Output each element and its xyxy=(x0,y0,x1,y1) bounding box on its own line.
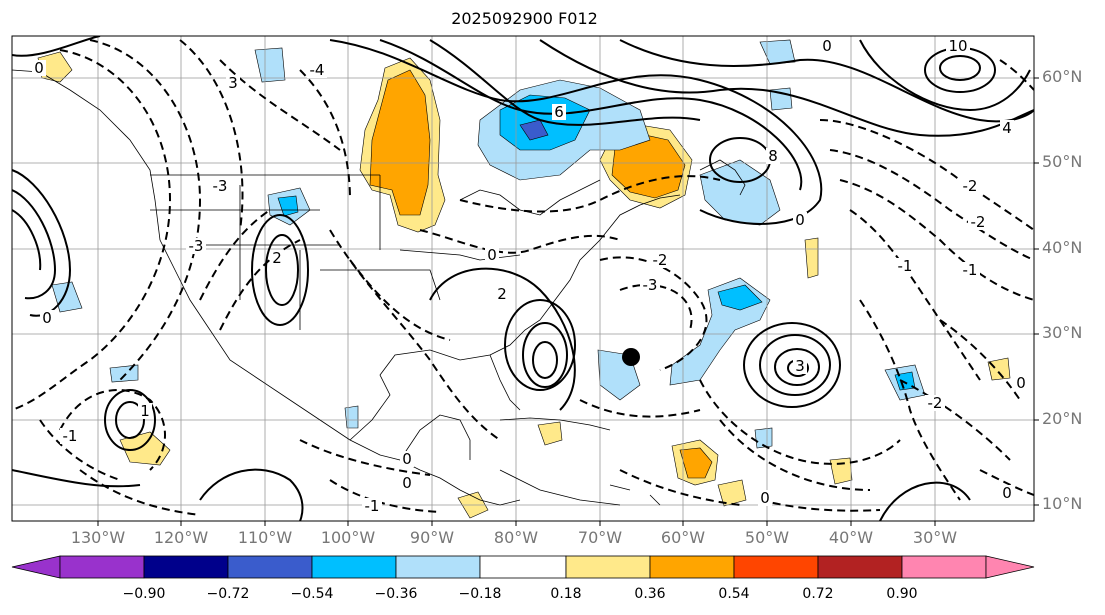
lon-label-40w: 40°W xyxy=(828,528,874,547)
contour-label: -2 xyxy=(963,177,978,195)
lon-label-130w: 130°W xyxy=(70,528,126,547)
lat-label-60n: 60°N xyxy=(1042,67,1083,86)
contour-label: 1 xyxy=(140,402,150,420)
lon-label-70w: 70°W xyxy=(577,528,623,547)
lat-label-20n: 20°N xyxy=(1042,409,1083,428)
colorbar-tick: −0.54 xyxy=(290,586,334,602)
contour-label: -3 xyxy=(643,276,658,294)
contour-label: 4 xyxy=(1002,119,1012,137)
lon-label-50w: 50°W xyxy=(744,528,790,547)
lon-label-100w: 100°W xyxy=(320,528,376,547)
colorbar-swatch xyxy=(11,555,61,579)
colorbar-tick: −0.72 xyxy=(206,586,250,602)
colorbar-swatch xyxy=(395,555,481,579)
coastlines xyxy=(12,69,746,506)
lon-label-60w: 60°W xyxy=(660,528,706,547)
contour-label: -3 xyxy=(189,237,204,255)
colorbar-swatch xyxy=(733,555,819,579)
axis-ticks xyxy=(97,77,1039,526)
map-title: 2025092900 F012 xyxy=(451,9,598,28)
contour-label: -2 xyxy=(928,394,943,412)
colorbar-tick: 0.54 xyxy=(718,586,750,602)
solid-contours xyxy=(12,36,1034,521)
contour-label: 0 xyxy=(34,59,44,77)
lat-label-50n: 50°N xyxy=(1042,152,1083,171)
contour-label: 8 xyxy=(768,147,778,165)
positive-anomaly-patches xyxy=(37,51,1011,519)
contour-label: -1 xyxy=(63,427,78,445)
colorbar-swatch xyxy=(311,555,397,579)
colorbar xyxy=(11,555,1035,579)
contour-label: 0 xyxy=(402,474,412,492)
contour-label: -1 xyxy=(963,261,978,279)
colorbar-tick: −0.36 xyxy=(374,586,418,602)
colorbar-tick: 0.18 xyxy=(550,586,582,602)
colorbar-tick: 0.90 xyxy=(886,586,918,602)
contour-label: 3 xyxy=(795,357,805,375)
colorbar-swatch xyxy=(649,555,735,579)
colorbar-swatch xyxy=(985,555,1035,579)
lon-label-110w: 110°W xyxy=(237,528,293,547)
contour-label: 3 xyxy=(228,74,238,92)
contour-label: 6 xyxy=(554,103,564,121)
colorbar-swatch xyxy=(901,555,987,579)
lat-label-40n: 40°N xyxy=(1042,238,1083,257)
lon-label-120w: 120°W xyxy=(153,528,209,547)
colorbar-tick: 0.72 xyxy=(802,586,834,602)
contour-label: 0 xyxy=(42,309,52,327)
contour-label: 0 xyxy=(1002,484,1012,502)
contour-label: 0 xyxy=(487,246,497,264)
contour-label: 2 xyxy=(497,285,507,303)
graticule xyxy=(12,36,1034,521)
storm-center-marker xyxy=(622,348,640,366)
contour-label: -3 xyxy=(213,177,228,195)
colorbar-tick: −0.18 xyxy=(458,586,502,602)
map-frame xyxy=(11,35,1035,522)
contour-label: 0 xyxy=(760,489,770,507)
contour-label: -1 xyxy=(898,257,913,275)
lat-label-30n: 30°N xyxy=(1042,323,1083,342)
colorbar-tick: 0.36 xyxy=(634,586,666,602)
lon-label-90w: 90°W xyxy=(409,528,455,547)
colorbar-swatch xyxy=(479,555,567,579)
contour-label: -4 xyxy=(310,61,325,79)
colorbar-swatch xyxy=(143,555,229,579)
contour-label: 10 xyxy=(948,37,967,55)
contour-label: 0 xyxy=(822,37,832,55)
contour-label: -2 xyxy=(971,213,986,231)
contour-label: 2 xyxy=(272,249,282,267)
colorbar-swatch xyxy=(227,555,313,579)
colorbar-swatch xyxy=(565,555,651,579)
contour-label: 0 xyxy=(1016,374,1026,392)
lon-label-30w: 30°W xyxy=(912,528,958,547)
lat-label-10n: 10°N xyxy=(1042,494,1083,513)
colorbar-swatch xyxy=(59,555,145,579)
contour-label: 0 xyxy=(795,211,805,229)
negative-anomaly-patches xyxy=(51,39,926,449)
colorbar-swatch xyxy=(817,555,903,579)
contour-label: 0 xyxy=(402,450,412,468)
lon-label-80w: 80°W xyxy=(493,528,539,547)
contour-label: -1 xyxy=(365,497,380,515)
colorbar-tick: −0.90 xyxy=(122,586,166,602)
contour-label: -2 xyxy=(653,251,668,269)
